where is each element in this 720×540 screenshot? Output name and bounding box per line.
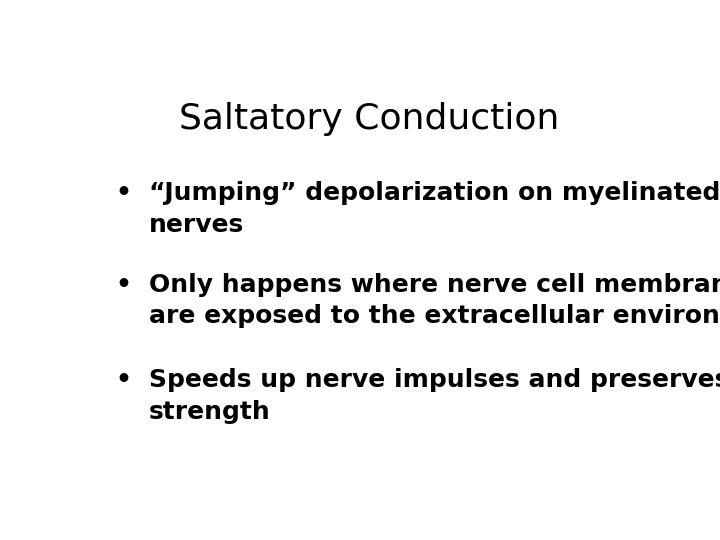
Text: •: • <box>115 368 132 393</box>
Text: Speeds up nerve impulses and preserves signal
strength: Speeds up nerve impulses and preserves s… <box>148 368 720 424</box>
Text: “Jumping” depolarization on myelinated
nerves: “Jumping” depolarization on myelinated n… <box>148 181 720 237</box>
Text: •: • <box>115 273 132 296</box>
Text: Only happens where nerve cell membranes
are exposed to the extracellular environ: Only happens where nerve cell membranes … <box>148 273 720 328</box>
Text: •: • <box>115 181 132 205</box>
Text: Saltatory Conduction: Saltatory Conduction <box>179 102 559 136</box>
